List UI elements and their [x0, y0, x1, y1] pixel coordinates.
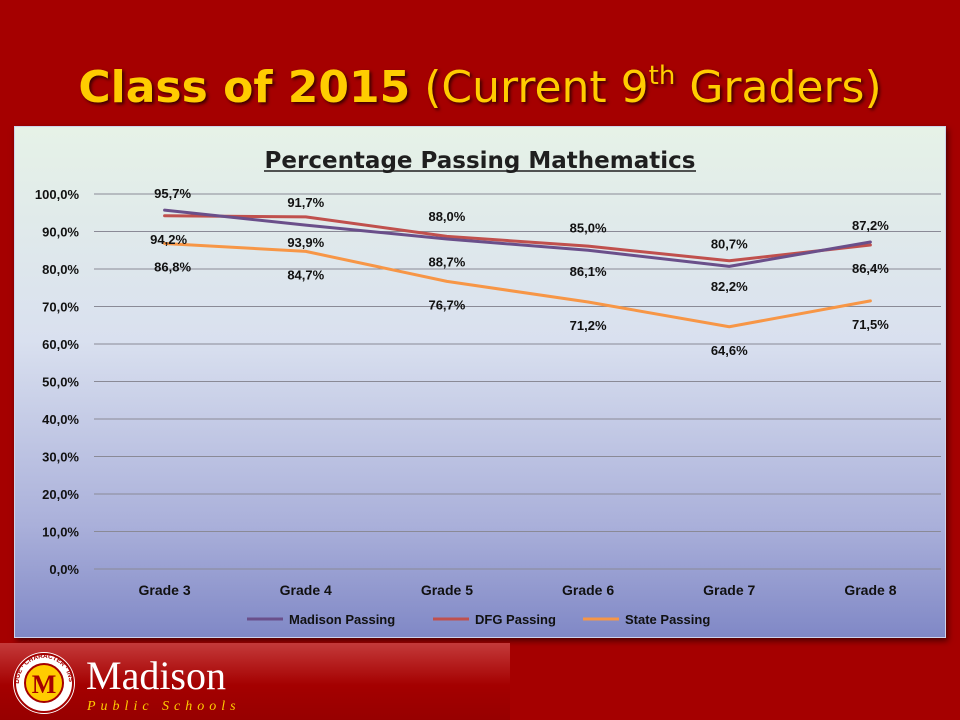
chart-panel: Percentage Passing Mathematics 0,0% 10,0% 2… [14, 126, 946, 638]
y-tick-label: 100,0% [35, 187, 80, 202]
chart-title: Percentage Passing Mathematics [265, 148, 696, 174]
legend-label: Madison Passing [289, 612, 395, 627]
data-label: 85,0% [570, 220, 607, 235]
x-category-label: Grade 4 [280, 582, 332, 598]
data-label: 93,9% [287, 235, 324, 250]
logo-tagline: Public Schools [86, 699, 241, 714]
y-tick-label: 20,0% [42, 487, 79, 502]
slide-title-superscript: th [648, 61, 676, 91]
data-label: 91,7% [287, 195, 324, 210]
data-label: 86,4% [852, 261, 889, 276]
x-category-label: Grade 7 [703, 582, 755, 598]
x-category-label: Grade 8 [844, 582, 896, 598]
data-label: 86,8% [154, 260, 191, 275]
data-label: 82,2% [711, 279, 748, 294]
y-tick-label: 50,0% [42, 375, 79, 390]
data-label: 86,1% [570, 264, 607, 279]
y-tick-label: 10,0% [42, 525, 79, 540]
series-line-state-passing [163, 242, 872, 329]
logo-band: KNOWLEDGE · CHARACTER · INSPIRATION M Ma… [0, 643, 510, 720]
data-label: 71,2% [570, 318, 607, 333]
logo: KNOWLEDGE · CHARACTER · INSPIRATION M Ma… [0, 643, 241, 714]
y-tick-label: 30,0% [42, 450, 79, 465]
x-category-label: Grade 6 [562, 582, 614, 598]
data-label: 88,0% [428, 209, 465, 224]
school-seal-icon: KNOWLEDGE · CHARACTER · INSPIRATION M [0, 643, 75, 714]
logo-name: Madison [86, 653, 226, 698]
slide-title-rest: (Current 9 [410, 62, 649, 113]
y-tick-label: 0,0% [49, 562, 79, 577]
data-label: 88,7% [428, 254, 465, 269]
y-tick-label: 80,0% [42, 262, 79, 277]
slide-title-bold: Class of 2015 [78, 62, 411, 113]
data-label: 87,2% [852, 218, 889, 233]
y-tick-label: 40,0% [42, 412, 79, 427]
x-category-label: Grade 5 [421, 582, 473, 598]
slide-title-end: Graders) [675, 62, 882, 113]
data-label: 95,7% [154, 186, 191, 201]
slide-title: Class of 2015 (Current 9th Graders) [0, 58, 960, 118]
data-label: 71,5% [852, 317, 889, 332]
y-tick-label: 90,0% [42, 225, 79, 240]
x-category-label: Grade 3 [139, 582, 191, 598]
legend-label: State Passing [625, 612, 710, 627]
data-label: 84,7% [287, 267, 324, 282]
seal-letter: M [32, 670, 57, 699]
series-line-madison-passing [163, 208, 872, 268]
data-label: 76,7% [428, 297, 465, 312]
data-label: 80,7% [711, 236, 748, 251]
data-label: 64,6% [711, 343, 748, 358]
line-chart: Percentage Passing Mathematics 0,0% 10,0% 2… [35, 148, 941, 627]
data-label: 94,2% [150, 232, 187, 247]
y-tick-label: 70,0% [42, 300, 79, 315]
legend-label: DFG Passing [475, 612, 556, 627]
y-tick-label: 60,0% [42, 337, 79, 352]
series-line-dfg-passing [163, 214, 872, 263]
